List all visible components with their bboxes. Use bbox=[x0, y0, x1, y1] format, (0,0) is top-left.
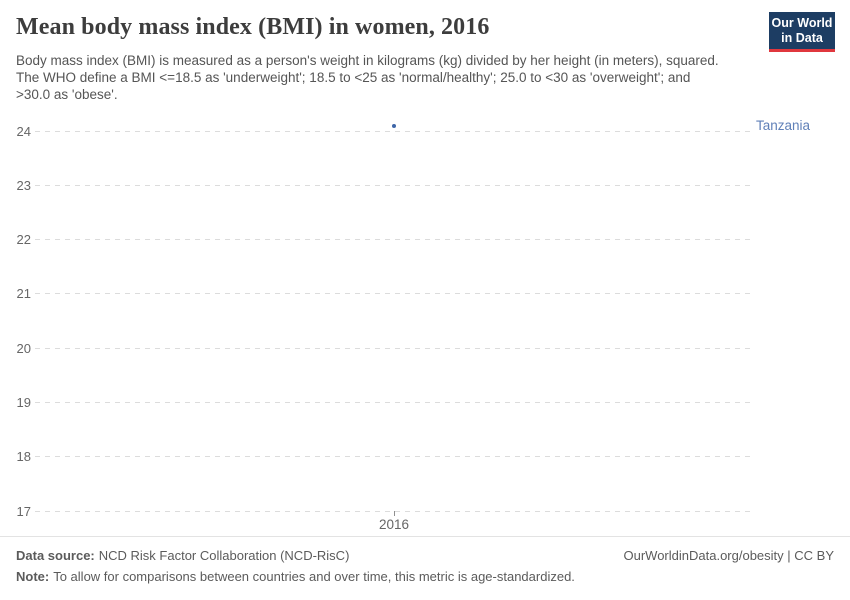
gridline-y-24 bbox=[35, 130, 752, 132]
note-label: Note: bbox=[16, 569, 50, 584]
y-tick-label: 18 bbox=[16, 449, 31, 465]
entity-label-tanzania[interactable]: Tanzania bbox=[756, 118, 811, 134]
owid-logo[interactable]: Our World in Data bbox=[769, 12, 835, 52]
data-source-text: Data source: NCD Risk Factor Collaboratio… bbox=[16, 548, 349, 563]
gridline-y-19 bbox=[35, 401, 752, 403]
data-source-label: Data source: bbox=[16, 548, 95, 563]
y-tick-label: 22 bbox=[16, 232, 31, 248]
owid-logo-line1: Our World bbox=[771, 15, 833, 30]
y-tick-label: 17 bbox=[16, 503, 31, 519]
gridline-y-21 bbox=[35, 293, 752, 295]
page-title: Mean body mass index (BMI) in women, 201… bbox=[16, 14, 490, 40]
gridline-y-23 bbox=[35, 184, 752, 186]
y-tick-label: 20 bbox=[16, 340, 31, 356]
rights-link[interactable]: OurWorldinData.org/obesity | CC BY bbox=[623, 548, 835, 563]
note-value: To allow for comparisons between countri… bbox=[53, 569, 575, 584]
gridline-y-18 bbox=[35, 456, 752, 458]
x-tick-mark bbox=[394, 511, 395, 516]
gridline-y-17 bbox=[35, 510, 752, 512]
y-tick-label: 23 bbox=[16, 177, 31, 193]
gridline-y-20 bbox=[35, 347, 752, 349]
chart-subtitle: Body mass index (BMI) is measured as a p… bbox=[16, 53, 719, 102]
gridline-y-22 bbox=[35, 239, 752, 241]
footer-note-row: Note: To allow for comparisons between co… bbox=[16, 569, 834, 584]
y-tick-label: 19 bbox=[16, 394, 31, 410]
owid-logo-line2: in Data bbox=[781, 30, 823, 45]
y-tick-label: 24 bbox=[16, 123, 31, 139]
data-source-value: NCD Risk Factor Collaboration (NCD-RisC) bbox=[98, 548, 350, 563]
footer-source-row: Data source: NCD Risk Factor Collaboratio… bbox=[16, 548, 834, 563]
x-tick-label: 2016 bbox=[378, 517, 410, 532]
y-tick-label: 21 bbox=[16, 286, 31, 302]
footer-divider bbox=[0, 536, 850, 537]
data-point-tanzania[interactable] bbox=[392, 123, 396, 128]
